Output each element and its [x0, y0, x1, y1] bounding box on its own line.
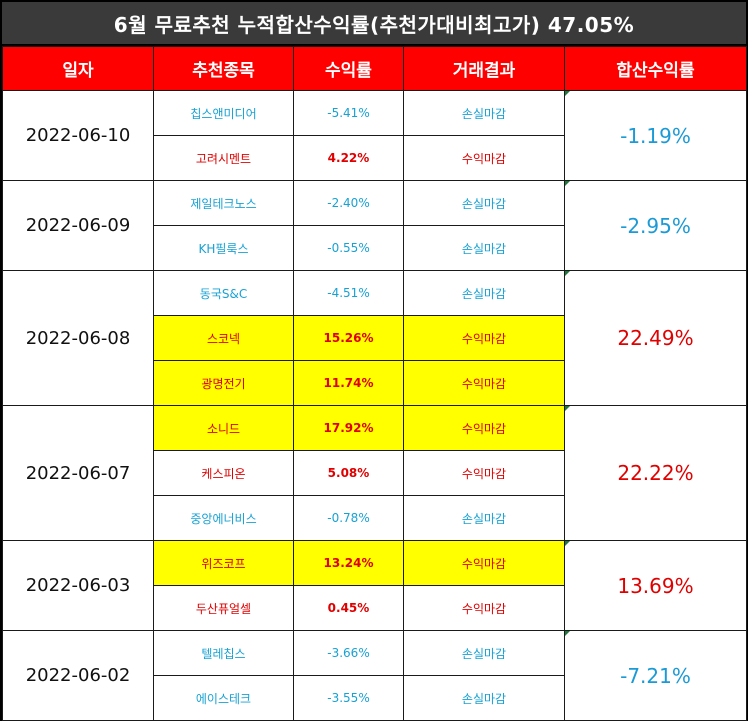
result-cell: 수익마감 [403, 315, 565, 361]
rate-cell: 4.22% [293, 135, 404, 181]
rate-cell: -2.40% [293, 180, 404, 226]
stock-cell: 광명전기 [153, 360, 294, 406]
table-row: 에이스테크 -3.55% 손실마감 [3, 675, 747, 721]
result-cell: 손실마감 [403, 225, 565, 271]
stock-cell: 케스피온 [153, 450, 294, 496]
stock-cell: KH필룩스 [153, 225, 294, 271]
table-row: 2022-06-09 제일테크노스 -2.40% 손실마감 -2.95% [2, 180, 747, 271]
result-cell: 수익마감 [403, 450, 565, 496]
table-row: 2022-06-02 텔레칩스 -3.66% 손실마감 -7.21% [2, 630, 747, 721]
table-row: 2022-06-03 위즈코프 13.24% 수익마감 13.69% [2, 540, 747, 631]
total-cell: -2.95% [564, 180, 747, 271]
rate-cell: -5.41% [293, 90, 404, 136]
comment-marker-icon [565, 541, 570, 546]
comment-marker-icon [565, 631, 570, 636]
table-body: 2022-06-10 칩스앤미디어 -5.41% 손실마감 -1.19% 고려시멘트 4.2… [2, 90, 747, 721]
comment-marker-icon [565, 271, 570, 276]
rate-cell: -0.55% [293, 225, 404, 271]
stock-cell: 텔레칩스 [153, 630, 294, 676]
rate-cell: -3.55% [293, 675, 404, 721]
result-cell: 손실마감 [403, 675, 565, 721]
table-row: 케스피온 5.08% 수익마감 [3, 450, 747, 496]
table-row: 광명전기 11.74% 수익마감 [3, 360, 747, 406]
total-cell: 22.22% [564, 405, 747, 541]
header-stock: 추천종목 [153, 46, 294, 91]
result-cell: 수익마감 [403, 585, 565, 631]
header-row: 일자 추천종목 수익률 거래결과 합산수익률 [2, 46, 747, 91]
date-cell: 2022-06-07 [2, 405, 154, 541]
date-cell: 2022-06-09 [2, 180, 154, 271]
rate-cell: 17.92% [293, 405, 404, 451]
rate-cell: -4.51% [293, 270, 404, 316]
rate-cell: -3.66% [293, 630, 404, 676]
total-value: 13.69% [617, 573, 694, 598]
table-row: 2022-06-10 칩스앤미디어 -5.41% 손실마감 -1.19% [2, 90, 747, 181]
rate-cell: 11.74% [293, 360, 404, 406]
stock-cell: 소니드 [153, 405, 294, 451]
table-row: KH필룩스 -0.55% 손실마감 [3, 225, 747, 271]
stock-cell: 중앙에너비스 [153, 495, 294, 541]
result-cell: 수익마감 [403, 135, 565, 181]
total-cell: 13.69% [564, 540, 747, 631]
rate-cell: 13.24% [293, 540, 404, 586]
date-cell: 2022-06-02 [2, 630, 154, 721]
total-value: 22.22% [617, 461, 694, 485]
table-row: 2022-06-08 동국S&C -4.51% 손실마감 22.49% [2, 270, 747, 406]
stock-cell: 칩스앤미디어 [153, 90, 294, 136]
rate-cell: 0.45% [293, 585, 404, 631]
result-cell: 손실마감 [403, 630, 565, 676]
result-cell: 수익마감 [403, 540, 565, 586]
comment-marker-icon [565, 406, 570, 411]
result-cell: 손실마감 [403, 270, 565, 316]
rate-cell: 5.08% [293, 450, 404, 496]
date-cell: 2022-06-08 [2, 270, 154, 406]
table-row: 중앙에너비스 -0.78% 손실마감 [3, 495, 747, 541]
result-cell: 손실마감 [403, 90, 565, 136]
rate-cell: 15.26% [293, 315, 404, 361]
header-rate: 수익률 [293, 46, 404, 91]
result-cell: 손실마감 [403, 495, 565, 541]
result-cell: 수익마감 [403, 360, 565, 406]
rate-cell: -0.78% [293, 495, 404, 541]
header-result: 거래결과 [403, 46, 565, 91]
result-cell: 손실마감 [403, 180, 565, 226]
date-cell: 2022-06-03 [2, 540, 154, 631]
total-value: 22.49% [617, 326, 694, 350]
returns-table: 일자 추천종목 수익률 거래결과 합산수익률 2022-06-10 칩스앤미디어 -… [2, 46, 747, 721]
stock-cell: 고려시멘트 [153, 135, 294, 181]
stock-cell: 에이스테크 [153, 675, 294, 721]
table-row: 두산퓨얼셀 0.45% 수익마감 [3, 585, 747, 631]
result-cell: 수익마감 [403, 405, 565, 451]
stock-cell: 위즈코프 [153, 540, 294, 586]
header-total: 합산수익률 [564, 46, 747, 91]
table-row: 2022-06-07 소니드 17.92% 수익마감 22.22% [2, 405, 747, 541]
stock-cell: 동국S&C [153, 270, 294, 316]
stock-cell: 두산퓨얼셀 [153, 585, 294, 631]
total-cell: 22.49% [564, 270, 747, 406]
page-title: 6월 무료추천 누적합산수익률(추천가대비최고가) 47.05% [2, 2, 746, 44]
total-value: -7.21% [620, 663, 691, 688]
stock-cell: 제일테크노스 [153, 180, 294, 226]
total-value: -2.95% [620, 213, 691, 238]
header-date: 일자 [2, 46, 154, 91]
total-cell: -7.21% [564, 630, 747, 721]
table-row: 스코넥 15.26% 수익마감 [3, 315, 747, 361]
comment-marker-icon [565, 91, 570, 96]
comment-marker-icon [565, 181, 570, 186]
stock-cell: 스코넥 [153, 315, 294, 361]
date-cell: 2022-06-10 [2, 90, 154, 181]
total-cell: -1.19% [564, 90, 747, 181]
total-value: -1.19% [620, 123, 691, 148]
